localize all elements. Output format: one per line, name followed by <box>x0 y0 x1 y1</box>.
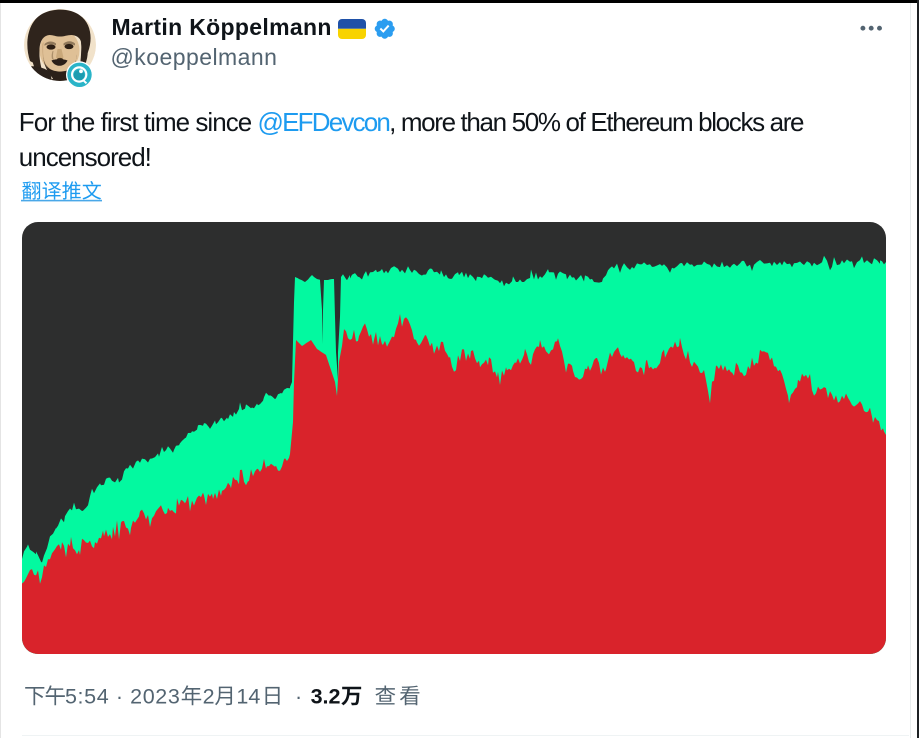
svg-text:14: 14 <box>236 685 260 709</box>
svg-text:5:54 · 2023: 5:54 · 2023 <box>65 685 180 709</box>
svg-text:·: · <box>295 685 302 709</box>
svg-text:2: 2 <box>203 685 215 709</box>
svg-text:3.2: 3.2 <box>311 685 341 709</box>
